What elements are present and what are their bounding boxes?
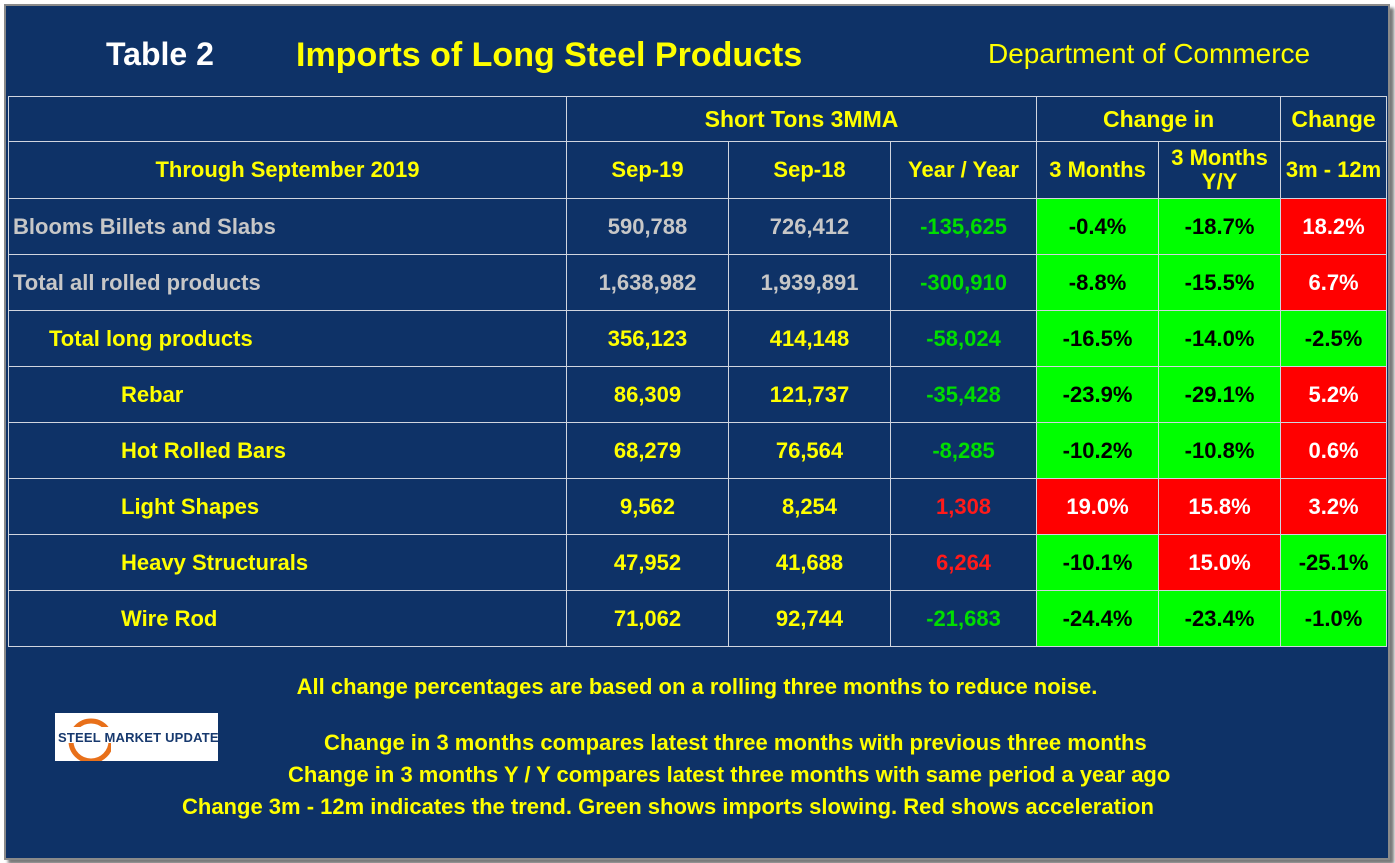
row-label: Wire Rod bbox=[8, 590, 567, 647]
steel-market-update-logo: STEEL MARKET UPDATE bbox=[55, 713, 218, 761]
table-row: Total all rolled products 1,638,982 1,93… bbox=[8, 254, 1388, 311]
cell-3m-12m: -1.0% bbox=[1280, 590, 1388, 647]
cell-3-months: -16.5% bbox=[1036, 310, 1160, 367]
cell-3-months: -24.4% bbox=[1036, 590, 1160, 647]
header-row-groups: Short Tons 3MMA Change in Change bbox=[8, 96, 1388, 142]
cell-3-months-yy: -14.0% bbox=[1158, 310, 1282, 367]
cell-3-months-yy: 15.8% bbox=[1158, 478, 1282, 535]
row-label: Rebar bbox=[8, 366, 567, 423]
cell-3m-12m: 6.7% bbox=[1280, 254, 1388, 311]
table-row: Blooms Billets and Slabs 590,788 726,412… bbox=[8, 198, 1388, 255]
cell-sep18: 76,564 bbox=[728, 422, 891, 479]
cell-3m-12m: 3.2% bbox=[1280, 478, 1388, 535]
header-short-tons: Short Tons 3MMA bbox=[565, 96, 1038, 142]
logo-swoosh-icon bbox=[67, 718, 111, 761]
cell-year-over-year: 6,264 bbox=[889, 534, 1038, 591]
cell-year-over-year: -35,428 bbox=[889, 366, 1038, 423]
note-3-months: Change in 3 months compares latest three… bbox=[324, 730, 1147, 755]
cell-3-months-yy: -29.1% bbox=[1158, 366, 1282, 423]
table-row: Total long products 356,123 414,148 -58,… bbox=[8, 310, 1388, 367]
row-label: Total all rolled products bbox=[8, 254, 567, 311]
header-blank-cell bbox=[8, 96, 567, 142]
cell-year-over-year: -135,625 bbox=[889, 198, 1038, 255]
cell-3-months: -8.8% bbox=[1036, 254, 1160, 311]
cell-3m-12m: 18.2% bbox=[1280, 198, 1388, 255]
page-title: Imports of Long Steel Products bbox=[296, 36, 803, 74]
cell-sep18: 414,148 bbox=[728, 310, 891, 367]
header-change: Change bbox=[1280, 96, 1388, 142]
row-label: Blooms Billets and Slabs bbox=[8, 198, 567, 255]
cell-sep18: 1,939,891 bbox=[728, 254, 891, 311]
table-row: Heavy Structurals 47,952 41,688 6,264 -1… bbox=[8, 534, 1388, 591]
header-year-over-year: Year / Year bbox=[889, 141, 1038, 199]
cell-sep19: 47,952 bbox=[566, 534, 729, 591]
cell-sep18: 92,744 bbox=[728, 590, 891, 647]
table-row: Hot Rolled Bars 68,279 76,564 -8,285 -10… bbox=[8, 422, 1388, 479]
cell-3-months: -0.4% bbox=[1036, 198, 1160, 255]
cell-sep19: 9,562 bbox=[566, 478, 729, 535]
header-change-in: Change in bbox=[1036, 96, 1282, 142]
header-3-months: 3 Months bbox=[1036, 141, 1160, 199]
cell-sep19: 86,309 bbox=[566, 366, 729, 423]
logo-text: STEEL MARKET UPDATE bbox=[58, 730, 218, 745]
header-sep19: Sep-19 bbox=[566, 141, 729, 199]
cell-3-months: -10.2% bbox=[1036, 422, 1160, 479]
cell-sep18: 121,737 bbox=[728, 366, 891, 423]
cell-year-over-year: 1,308 bbox=[889, 478, 1038, 535]
cell-sep19: 68,279 bbox=[566, 422, 729, 479]
row-label: Total long products bbox=[8, 310, 567, 367]
cell-3-months: 19.0% bbox=[1036, 478, 1160, 535]
header-sep18: Sep-18 bbox=[728, 141, 891, 199]
cell-sep18: 41,688 bbox=[728, 534, 891, 591]
row-label: Heavy Structurals bbox=[8, 534, 567, 591]
header-3-months-yy: 3 Months Y/Y bbox=[1158, 141, 1282, 199]
cell-sep19: 1,638,982 bbox=[566, 254, 729, 311]
cell-3-months-yy: 15.0% bbox=[1158, 534, 1282, 591]
cell-3m-12m: -25.1% bbox=[1280, 534, 1388, 591]
header-3-months-yy-line1: 3 Months bbox=[1171, 145, 1268, 170]
row-label: Light Shapes bbox=[8, 478, 567, 535]
cell-3-months: -23.9% bbox=[1036, 366, 1160, 423]
cell-year-over-year: -58,024 bbox=[889, 310, 1038, 367]
note-rolling-average: All change percentages are based on a ro… bbox=[296, 674, 1098, 699]
table-row: Wire Rod 71,062 92,744 -21,683 -24.4% -2… bbox=[8, 590, 1388, 647]
cell-sep19: 356,123 bbox=[566, 310, 729, 367]
cell-3-months-yy: -10.8% bbox=[1158, 422, 1282, 479]
cell-3-months-yy: -15.5% bbox=[1158, 254, 1282, 311]
header-3-months-yy-line2: Y/Y bbox=[1201, 169, 1238, 194]
cell-3-months-yy: -23.4% bbox=[1158, 590, 1282, 647]
cell-3m-12m: 0.6% bbox=[1280, 422, 1388, 479]
cell-sep19: 590,788 bbox=[566, 198, 729, 255]
header-row-columns: Through September 2019 Sep-19 Sep-18 Yea… bbox=[8, 141, 1388, 199]
cell-year-over-year: -300,910 bbox=[889, 254, 1038, 311]
cell-3-months-yy: -18.7% bbox=[1158, 198, 1282, 255]
table-panel: Table 2 Imports of Long Steel Products D… bbox=[4, 4, 1390, 860]
header-3m-12m: 3m - 12m bbox=[1280, 141, 1388, 199]
cell-3m-12m: -2.5% bbox=[1280, 310, 1388, 367]
cell-year-over-year: -8,285 bbox=[889, 422, 1038, 479]
header-period: Through September 2019 bbox=[8, 141, 567, 199]
cell-year-over-year: -21,683 bbox=[889, 590, 1038, 647]
cell-sep19: 71,062 bbox=[566, 590, 729, 647]
source-label: Department of Commerce bbox=[988, 38, 1311, 69]
cell-sep18: 726,412 bbox=[728, 198, 891, 255]
cell-3m-12m: 5.2% bbox=[1280, 366, 1388, 423]
row-label: Hot Rolled Bars bbox=[8, 422, 567, 479]
cell-sep18: 8,254 bbox=[728, 478, 891, 535]
cell-3-months: -10.1% bbox=[1036, 534, 1160, 591]
table-number: Table 2 bbox=[106, 36, 214, 72]
note-3-months-yy: Change in 3 months Y / Y compares latest… bbox=[288, 762, 1171, 787]
note-3m-12m-trend: Change 3m - 12m indicates the trend. Gre… bbox=[182, 794, 1154, 819]
table-row: Rebar 86,309 121,737 -35,428 -23.9% -29.… bbox=[8, 366, 1388, 423]
imports-table: Short Tons 3MMA Change in Change Through… bbox=[8, 96, 1388, 647]
table-row: Light Shapes 9,562 8,254 1,308 19.0% 15.… bbox=[8, 478, 1388, 535]
